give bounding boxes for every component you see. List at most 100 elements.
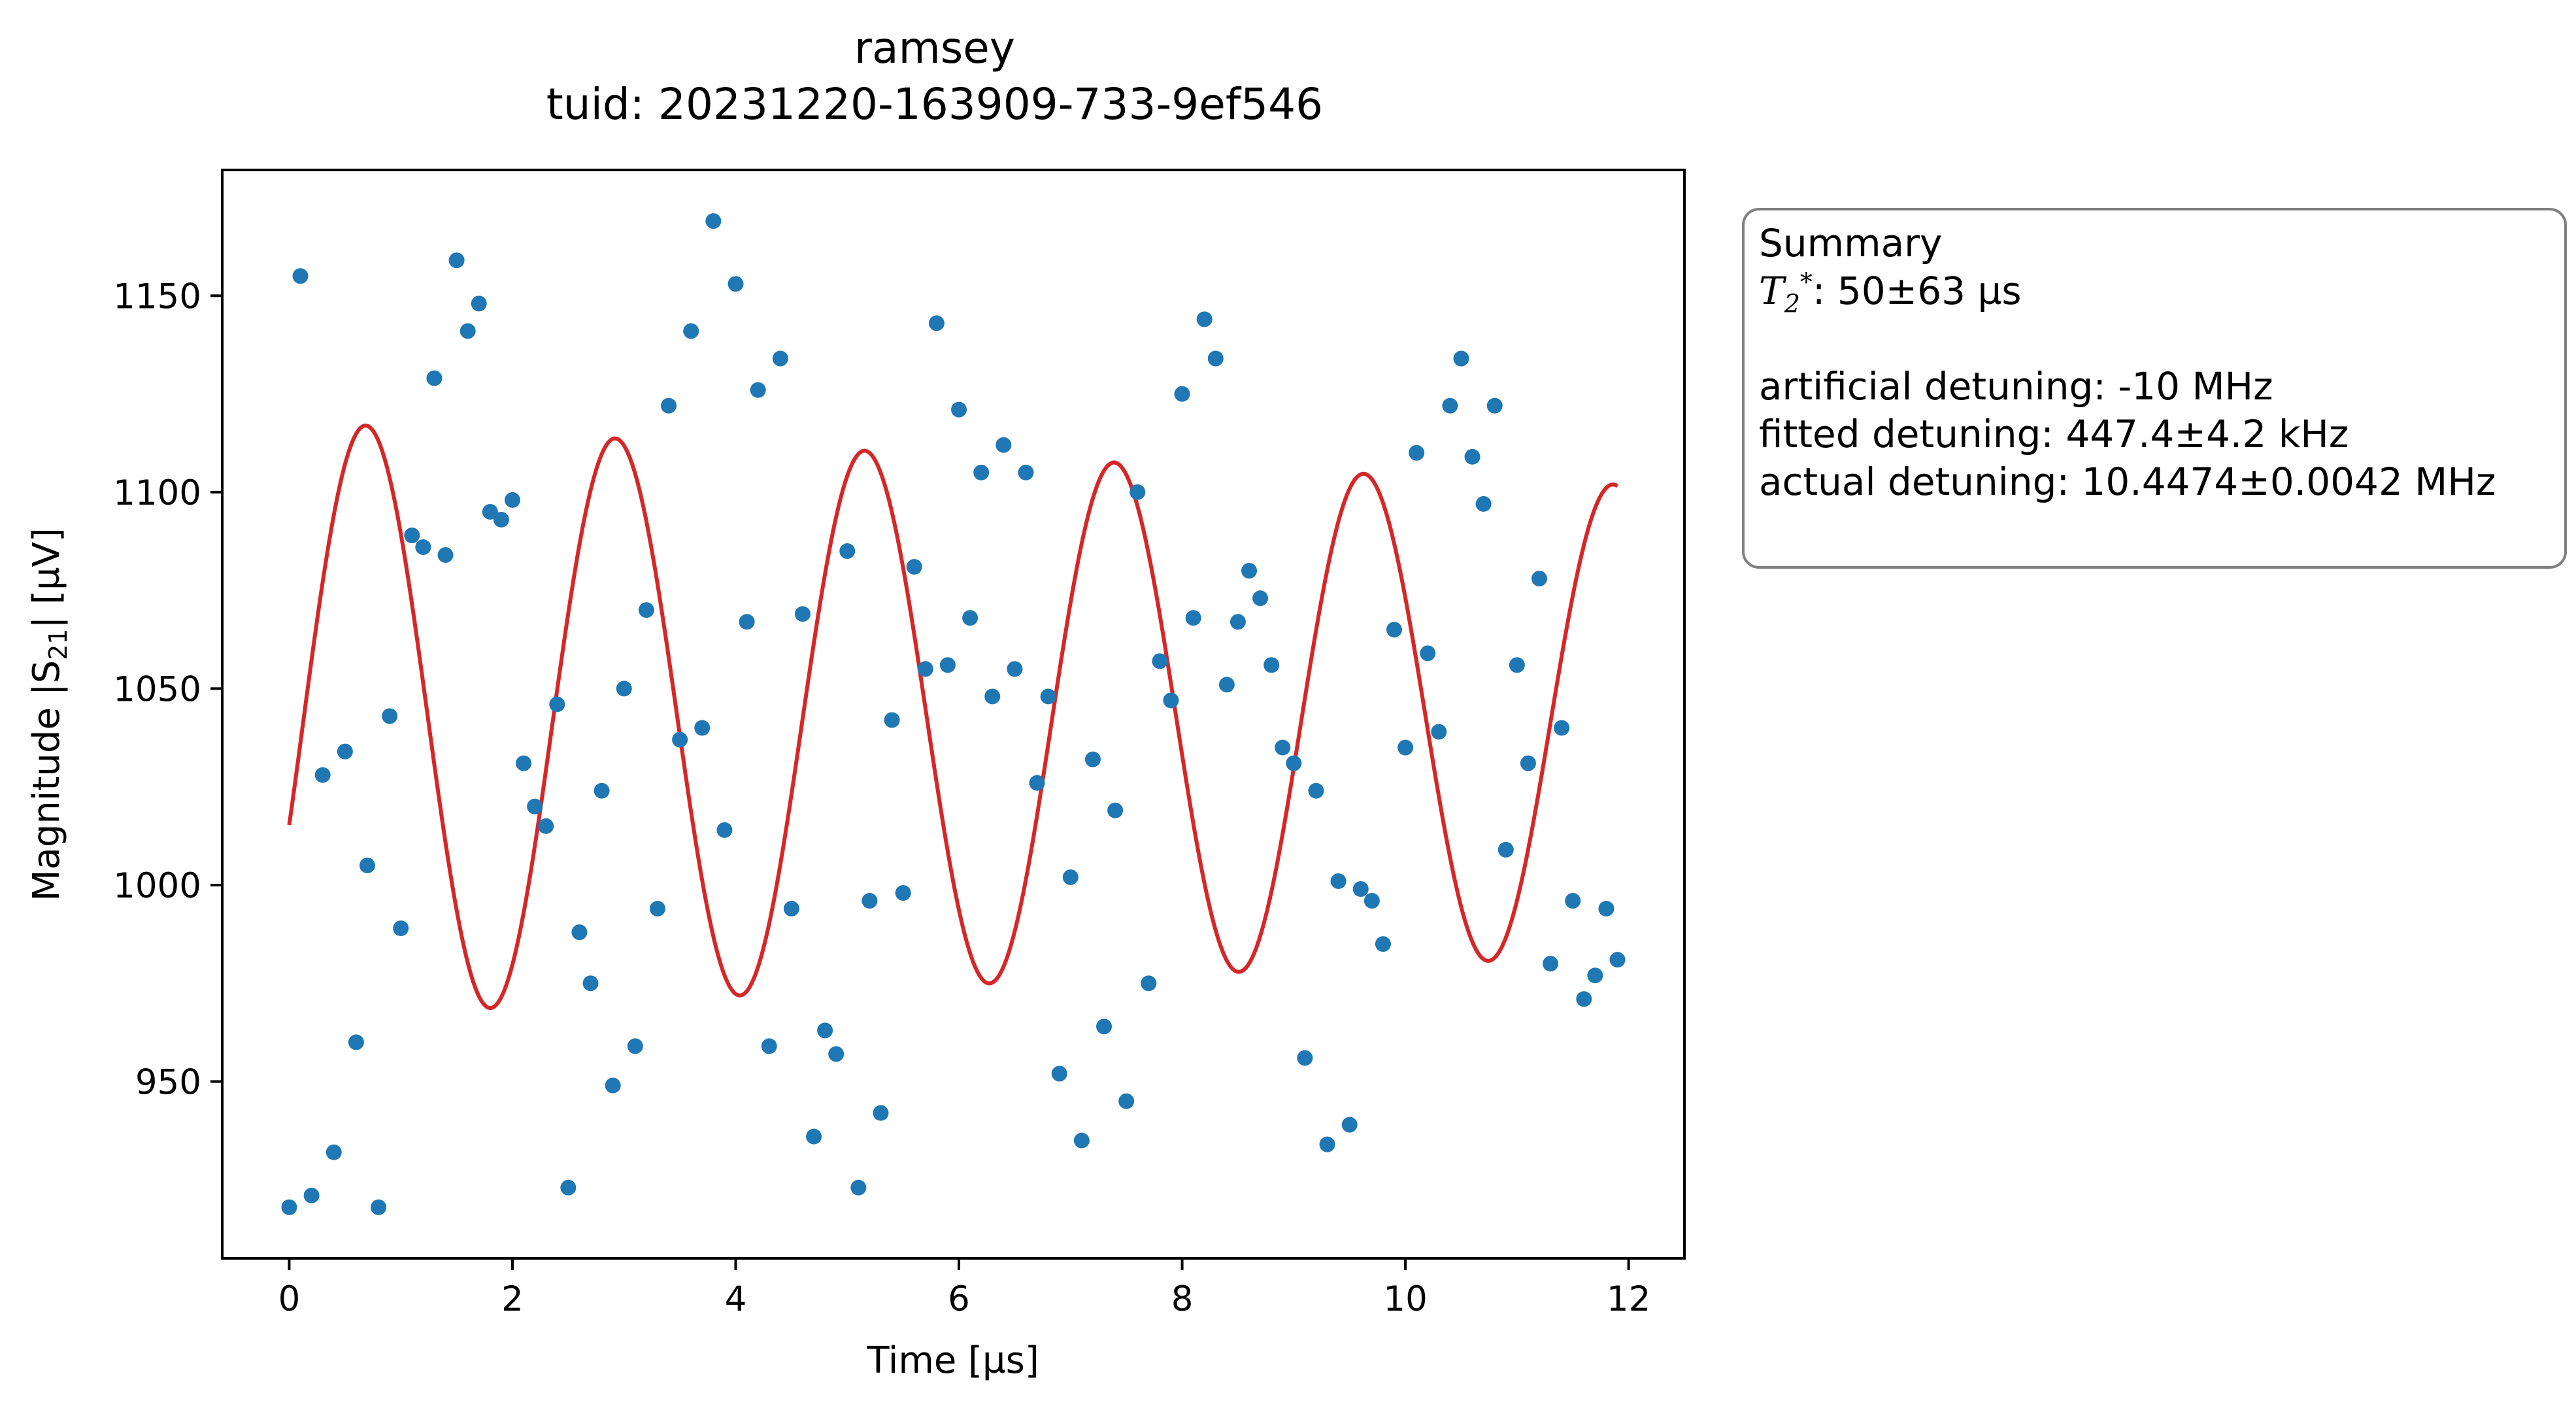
y-axis-label: Magnitude |S21| [µV] xyxy=(25,528,73,901)
x-tick-label: 10 xyxy=(1383,1279,1427,1319)
data-point xyxy=(1576,991,1592,1007)
data-point xyxy=(1509,657,1525,673)
data-point xyxy=(861,893,878,909)
data-point xyxy=(1520,755,1536,771)
data-point xyxy=(326,1144,342,1160)
data-point xyxy=(1386,622,1403,638)
data-point xyxy=(571,924,588,941)
data-point xyxy=(962,610,979,626)
data-point xyxy=(906,559,922,575)
data-point xyxy=(1096,1018,1112,1035)
data-point xyxy=(884,712,900,728)
data-point xyxy=(1051,1066,1067,1082)
x-tick-label: 2 xyxy=(501,1279,524,1319)
data-point xyxy=(1196,311,1213,327)
data-point xyxy=(1073,1132,1090,1149)
data-point xyxy=(1497,841,1514,858)
data-point xyxy=(1420,645,1436,662)
data-point xyxy=(1531,571,1548,587)
data-point xyxy=(761,1038,777,1054)
data-point xyxy=(895,884,911,901)
data-point xyxy=(1129,484,1146,500)
data-point xyxy=(359,857,375,873)
data-point xyxy=(493,511,509,528)
data-point xyxy=(516,755,532,771)
data-point xyxy=(1141,975,1157,992)
scatter-series xyxy=(281,213,1626,1215)
data-point xyxy=(1609,952,1626,968)
t2-superscript: * xyxy=(1799,267,1813,297)
chart-subtitle: tuid: 20231220-163909-733-9ef546 xyxy=(546,79,1323,129)
summary-spacer xyxy=(1759,315,2550,363)
y-tick-label: 1150 xyxy=(113,277,201,316)
data-point xyxy=(1565,893,1581,909)
y-axis-ticks: 950 1000 1050 1100 1150 xyxy=(113,277,222,1103)
data-point xyxy=(527,798,543,814)
y-axis-label-main: Magnitude |S xyxy=(25,660,68,901)
data-point xyxy=(1185,610,1201,626)
data-point xyxy=(549,696,565,713)
data-point xyxy=(415,539,431,556)
data-point xyxy=(939,657,956,673)
data-point xyxy=(683,323,699,339)
data-point xyxy=(448,252,465,269)
data-point xyxy=(1252,590,1269,607)
data-point xyxy=(1587,967,1603,984)
data-point xyxy=(839,543,856,560)
data-point xyxy=(850,1179,867,1196)
data-point xyxy=(1375,936,1391,952)
t2-letter: T xyxy=(1759,269,1784,313)
data-point xyxy=(928,315,945,331)
data-point xyxy=(1409,445,1425,461)
data-point xyxy=(1174,386,1190,402)
data-point xyxy=(382,708,398,724)
data-point xyxy=(873,1105,889,1121)
x-tick-label: 0 xyxy=(278,1279,301,1319)
actual-detuning: actual detuning: 10.4474±0.0042 MHz xyxy=(1759,460,2496,504)
plot-frame xyxy=(221,169,1686,1260)
data-point xyxy=(806,1128,822,1145)
data-point xyxy=(1107,802,1124,818)
data-point xyxy=(995,437,1012,453)
data-point xyxy=(783,901,799,917)
data-point xyxy=(1018,464,1034,480)
data-point xyxy=(1543,956,1559,972)
y-axis-label-end: | [µV] xyxy=(25,528,68,628)
data-point xyxy=(1263,657,1280,673)
data-point xyxy=(560,1179,577,1196)
t2-subscript: 2 xyxy=(1784,289,1800,318)
data-point xyxy=(1352,881,1369,897)
data-point xyxy=(1319,1136,1335,1152)
data-point xyxy=(292,268,309,284)
data-point xyxy=(1598,901,1614,917)
data-point xyxy=(1397,739,1414,756)
data-point xyxy=(504,492,520,508)
data-point xyxy=(1241,563,1258,579)
data-point xyxy=(1464,448,1480,465)
x-axis-label: Time [µs] xyxy=(866,1339,1039,1382)
data-point xyxy=(649,901,665,917)
data-point xyxy=(1475,495,1492,512)
data-point xyxy=(582,975,599,992)
data-point xyxy=(973,464,990,480)
t2-symbol: T2* xyxy=(1759,267,1813,316)
data-point xyxy=(404,528,420,544)
data-point xyxy=(817,1022,833,1039)
data-point xyxy=(1040,688,1056,705)
data-point xyxy=(750,382,766,398)
data-point xyxy=(794,606,811,622)
data-point xyxy=(672,731,688,748)
summary-heading: Summary xyxy=(1759,221,1943,265)
data-point xyxy=(371,1199,387,1215)
fit-curve xyxy=(287,424,1618,1011)
data-point xyxy=(1286,755,1302,771)
data-point xyxy=(1453,350,1469,367)
y-tick-label: 950 xyxy=(135,1063,201,1103)
summary-box: Summary T2*: 50±63 µs artificial detunin… xyxy=(1742,208,2567,569)
x-tick-label: 8 xyxy=(1171,1279,1194,1319)
data-point xyxy=(716,822,733,838)
y-tick-label: 1050 xyxy=(113,669,201,709)
data-point xyxy=(393,920,409,937)
data-point xyxy=(627,1038,643,1054)
data-point xyxy=(460,323,476,339)
